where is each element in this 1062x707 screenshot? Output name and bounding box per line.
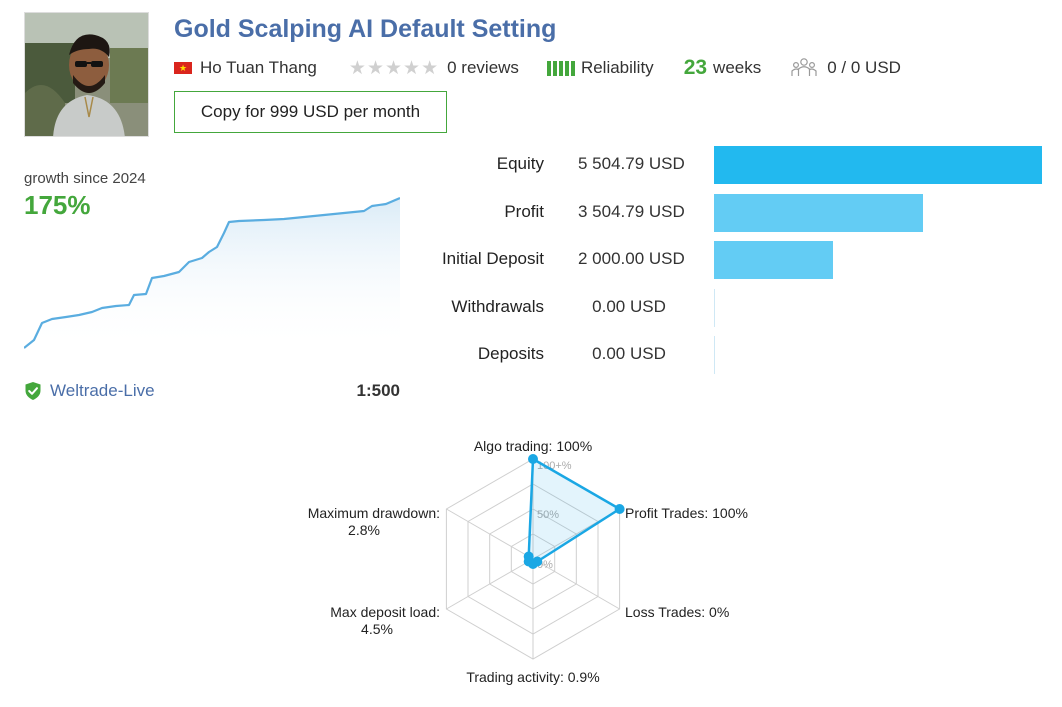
radar-point [614, 504, 625, 514]
radar-label-profit-trades: Profit Trades: 100% [625, 505, 748, 521]
radar-label-max-drawdown: Maximum drawdown: [308, 505, 440, 521]
stat-value-profit: 3 504.79 USD [578, 202, 685, 221]
growth-chart-area [24, 198, 400, 350]
radar-label-algo-trading: Algo trading: 100% [474, 438, 592, 454]
star-icon: ★ [384, 57, 404, 79]
reliability-bars-icon [546, 60, 575, 76]
radar-value-max-deposit-load: 4.5% [361, 621, 393, 637]
radar-label-max-deposit-load: Max deposit load: [330, 604, 440, 620]
stat-value-withdrawals: 0.00 USD [592, 297, 666, 316]
vietnam-flag-icon: ★ [174, 62, 192, 74]
leverage-value: 1:500 [356, 381, 400, 400]
radar-point [523, 551, 534, 562]
growth-label: growth since 2024 [24, 170, 146, 187]
reliability-label: Reliability [580, 58, 654, 77]
radar-grid-spoke [532, 558, 620, 610]
subscribers-funds: 0 / 0 USD [827, 58, 901, 77]
radar-data-polygon [527, 457, 621, 566]
stat-value-initial-deposit: 2 000.00 USD [578, 249, 685, 268]
stat-value-equity: 5 504.79 USD [578, 154, 685, 173]
radar-point [528, 454, 538, 464]
growth-chart-line [24, 196, 400, 349]
radar-grid-spoke [446, 508, 534, 560]
reviews-count[interactable]: 0 reviews [447, 58, 519, 77]
stat-label-withdrawals: Withdrawals [451, 297, 544, 316]
stat-label-profit: Profit [504, 202, 544, 221]
author-avatar[interactable] [24, 12, 149, 137]
verified-shield-icon [25, 382, 41, 400]
subscribers-icon [791, 58, 817, 76]
radar-label-trading-activity: Trading activity: 0.9% [466, 669, 599, 685]
author-name[interactable]: Ho Tuan Thang [200, 58, 317, 77]
copy-subscribe-button[interactable]: Copy for 999 USD per month [174, 91, 447, 133]
stat-bar-profit [714, 194, 923, 232]
radar-scale-100: 100+% [537, 460, 572, 472]
stat-label-initial-deposit: Initial Deposit [441, 249, 544, 268]
avatar-photo [25, 13, 148, 136]
broker-name: Weltrade-Live [50, 381, 155, 400]
star-icon: ★ [366, 57, 385, 79]
stat-bar-withdrawals [714, 289, 715, 327]
growth-value: 175% [24, 190, 91, 220]
weeks-label: weeks [713, 58, 762, 77]
stat-label-equity: Equity [496, 154, 544, 173]
stat-bar-equity [714, 146, 1042, 184]
stat-bar-initial-deposit [714, 241, 833, 279]
star-icon: ★ [348, 57, 367, 79]
rating-stars: ★★★★★ [349, 57, 439, 80]
stat-value-deposits: 0.00 USD [592, 344, 666, 363]
radar-axis-labels: Algo trading: 100% Profit Trades: 100% L… [308, 438, 748, 685]
radar-value-max-drawdown: 2.8% [348, 522, 380, 538]
star-icon: ★ [421, 57, 440, 79]
radar-label-loss-trades: Loss Trades: 0% [625, 604, 729, 620]
weeks-value: 23 [683, 56, 708, 79]
stat-bar-deposits [714, 336, 715, 374]
star-icon: ★ [403, 57, 422, 79]
broker-link[interactable]: Weltrade-Live [24, 381, 155, 401]
growth-chart[interactable] [24, 190, 400, 350]
stat-label-deposits: Deposits [477, 344, 544, 363]
radar-data-points [523, 454, 625, 569]
signal-meta-row: ★ Ho Tuan Thang ★★★★★ 0 reviews Reliabil… [174, 56, 901, 80]
radar-grid-spoke [446, 558, 534, 610]
radar-chart[interactable]: 100+% 50% 0% Algo trading: 100% Profit T… [240, 432, 840, 692]
radar-scale-50: 50% [537, 509, 559, 521]
signal-title[interactable]: Gold Scalping AI Default Setting [174, 15, 557, 43]
